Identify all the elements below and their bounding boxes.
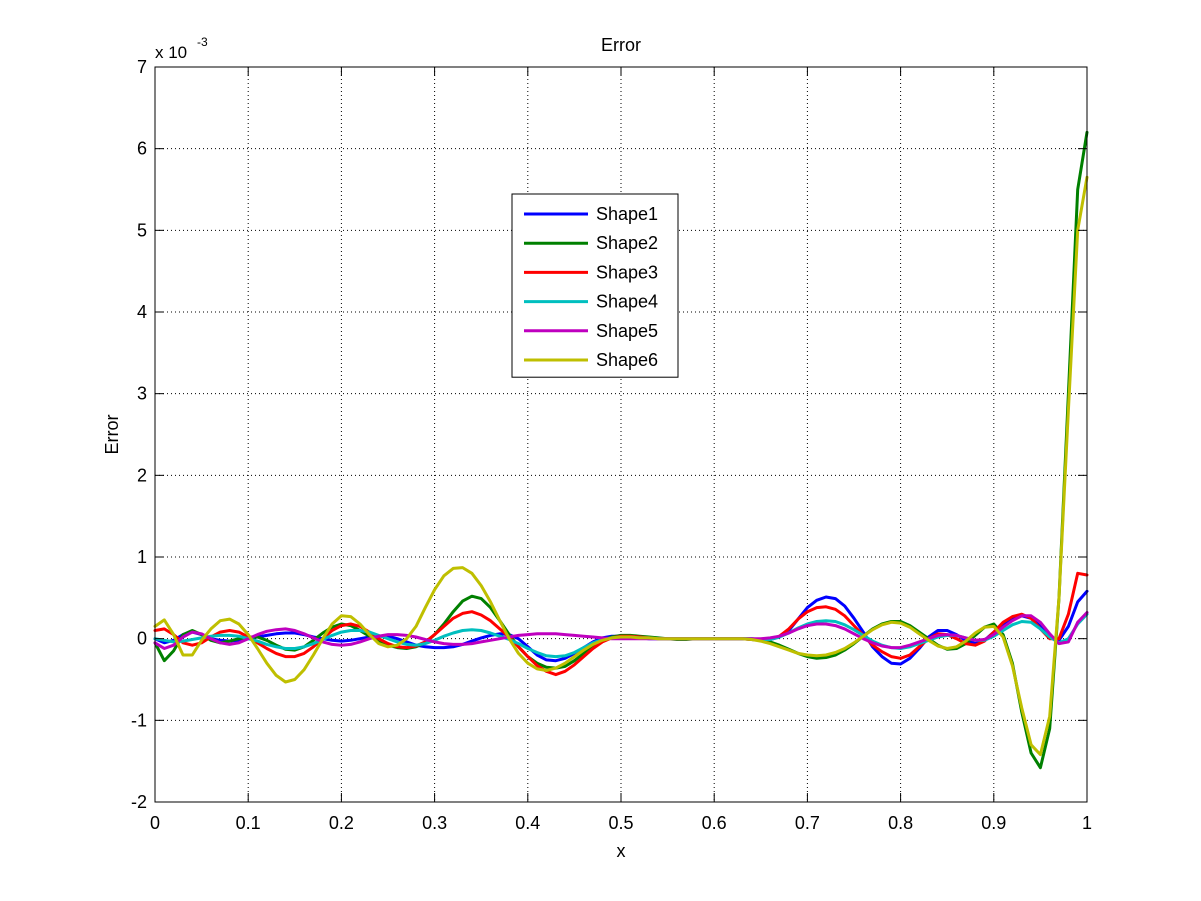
y-tick-label: 1 bbox=[137, 547, 147, 567]
y-axis-label: Error bbox=[102, 414, 122, 454]
legend-label-shape5: Shape5 bbox=[596, 321, 658, 341]
x-tick-label: 0.1 bbox=[236, 813, 261, 833]
y-multiplier-exponent: -3 bbox=[197, 35, 208, 49]
y-multiplier-base: x 10 bbox=[155, 43, 187, 62]
x-axis-label: x bbox=[617, 841, 626, 861]
x-tick-label: 0.9 bbox=[981, 813, 1006, 833]
y-tick-label: -2 bbox=[131, 792, 147, 812]
x-tick-label: 0.6 bbox=[702, 813, 727, 833]
y-tick-label: 2 bbox=[137, 465, 147, 485]
x-tick-label: 0.7 bbox=[795, 813, 820, 833]
y-tick-label: 4 bbox=[137, 302, 147, 322]
legend-box bbox=[511, 193, 679, 378]
x-tick-label: 0.4 bbox=[515, 813, 540, 833]
x-tick-label: 0 bbox=[150, 813, 160, 833]
y-tick-label: -1 bbox=[131, 710, 147, 730]
y-tick-label: 5 bbox=[137, 220, 147, 240]
legend-label-shape3: Shape3 bbox=[596, 262, 658, 282]
x-tick-label: 0.8 bbox=[888, 813, 913, 833]
x-tick-label: 1 bbox=[1082, 813, 1092, 833]
legend-label-shape2: Shape2 bbox=[596, 233, 658, 253]
y-tick-label: 0 bbox=[137, 629, 147, 649]
legend: Shape1 Shape2 Shape3 Shape4 Shape5 Shape6 bbox=[511, 193, 679, 378]
chart-title: Error bbox=[601, 35, 641, 55]
x-tick-label: 0.5 bbox=[608, 813, 633, 833]
y-tick-label: 7 bbox=[137, 57, 147, 77]
series-line-shape5 bbox=[153, 611, 1089, 650]
y-tick-label: 3 bbox=[137, 384, 147, 404]
y-axis-multiplier: x 10 -3 bbox=[155, 35, 208, 62]
series-lines bbox=[153, 130, 1089, 770]
legend-label-shape1: Shape1 bbox=[596, 204, 658, 224]
x-tick-label: 0.2 bbox=[329, 813, 354, 833]
legend-label-shape4: Shape4 bbox=[596, 292, 658, 312]
axis-ticks: 0 0.1 0.2 0.3 0.4 0.5 0.6 0.7 0.8 0.9 1 -2 -1 0 1 2 3 4 5 6… bbox=[131, 57, 1092, 833]
x-tick-label: 0.3 bbox=[422, 813, 447, 833]
series-line-shape6 bbox=[153, 175, 1089, 757]
legend-label-shape6: Shape6 bbox=[596, 350, 658, 370]
grid-lines bbox=[155, 67, 1087, 802]
y-tick-label: 6 bbox=[137, 139, 147, 159]
